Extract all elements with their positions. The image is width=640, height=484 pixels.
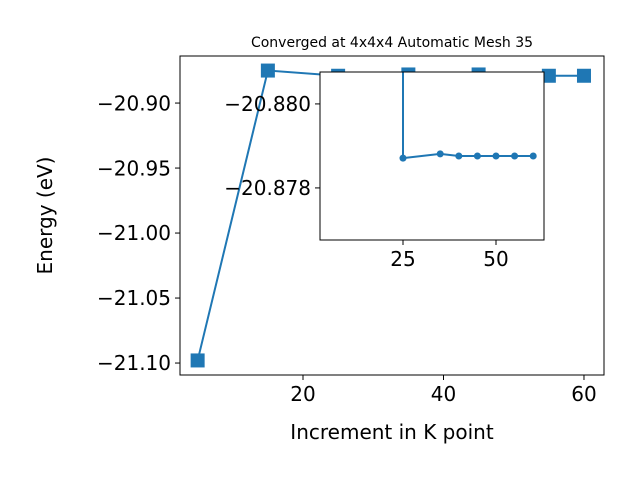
marker <box>492 152 500 160</box>
marker <box>576 68 591 83</box>
y-axis-label: Energy (eV) <box>33 157 57 275</box>
marker <box>455 152 463 160</box>
x-axis-label: Increment in K point <box>290 420 494 444</box>
y-tick-label: −20.880 <box>224 92 311 116</box>
x-tick-label: 60 <box>571 382 596 406</box>
marker <box>436 150 444 158</box>
x-tick-label: 25 <box>390 247 415 271</box>
y-tick-label: −21.00 <box>97 221 171 245</box>
y-tick-label: −21.10 <box>97 351 171 375</box>
marker <box>529 152 537 160</box>
x-tick-label: 50 <box>483 247 508 271</box>
y-tick-label: −20.90 <box>97 91 171 115</box>
x-tick-label: 20 <box>290 382 315 406</box>
axes-frame <box>319 71 545 241</box>
marker <box>399 154 407 162</box>
x-tick-label: 40 <box>431 382 456 406</box>
axes-frame <box>179 55 605 376</box>
marker <box>541 68 556 83</box>
marker <box>260 63 275 78</box>
y-tick-label: −21.05 <box>97 286 171 310</box>
marker <box>511 152 519 160</box>
plot-layer <box>399 72 537 162</box>
y-tick-label: −20.95 <box>97 156 171 180</box>
chart-title: Converged at 4x4x4 Automatic Mesh 35 <box>251 35 533 51</box>
y-tick-label: −20.878 <box>224 176 311 200</box>
marker <box>190 353 205 368</box>
marker <box>473 152 481 160</box>
